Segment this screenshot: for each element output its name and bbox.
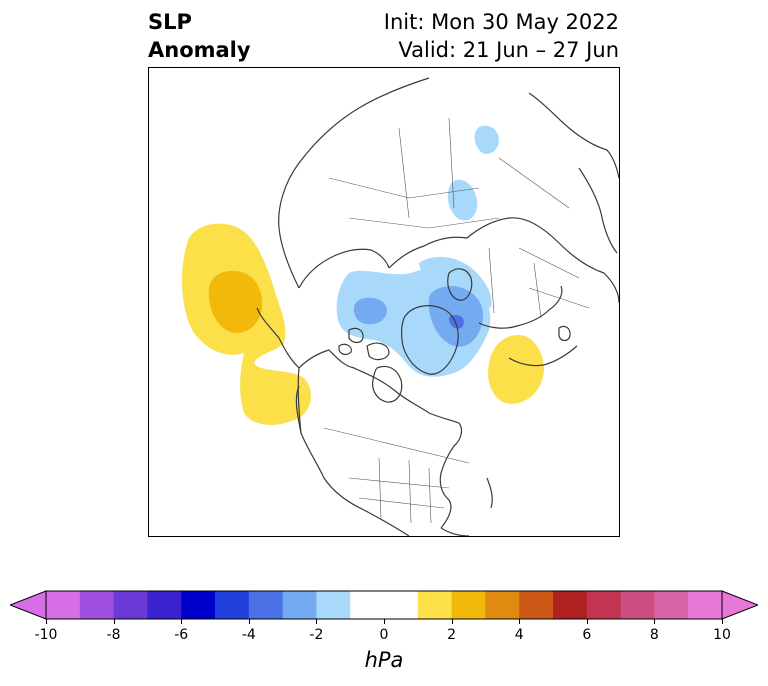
colorbar-swatch	[79, 591, 115, 619]
positive-anomaly-pacific-core	[208, 270, 263, 334]
colorbar-tick-mark	[722, 619, 723, 624]
colorbar-tick-mark	[248, 619, 250, 624]
positive-anomaly-atlantic	[488, 334, 544, 404]
negative-anomaly-core-2	[353, 297, 387, 325]
colorbar-swatch	[384, 591, 419, 619]
colorbar-swatch	[316, 591, 351, 619]
colorbar-tick-mark	[586, 619, 588, 624]
colorbar-tick-mark	[384, 619, 385, 624]
colorbar-swatch	[451, 591, 486, 619]
colorbar-swatch	[688, 591, 723, 619]
colorbar-tick-label: 8	[649, 627, 659, 643]
colorbar-swatch	[282, 591, 317, 619]
coastlines	[256, 77, 619, 536]
colorbar-swatch	[147, 591, 182, 619]
colorbar-tick-mark	[451, 619, 453, 624]
country-borders	[323, 117, 590, 524]
colorbar-tick-mark	[316, 619, 318, 624]
colorbar-tick-label: 6	[582, 627, 592, 643]
colorbar-tick-label: 2	[447, 627, 457, 643]
title-line-1: SLP	[148, 10, 192, 34]
colorbar-tick-label: -2	[309, 627, 324, 643]
colorbar-swatch	[519, 591, 554, 619]
colorbar-swatch	[248, 591, 284, 619]
colorbar-swatch	[586, 591, 622, 619]
map-title: SLP Anomaly	[148, 8, 251, 64]
colorbar-swatch	[654, 591, 689, 619]
colorbar-swatch	[485, 591, 520, 619]
colorbar-swatch	[113, 591, 148, 619]
colorbar-swatch	[350, 591, 385, 619]
colorbar-swatch	[215, 591, 250, 619]
negative-anomaly-siberia	[447, 179, 478, 221]
colorbar-swatch	[620, 591, 655, 619]
colorbar-tick-label: -6	[174, 627, 189, 643]
colorbar-tick-mark	[519, 619, 521, 624]
colorbar-tick-label: 10	[713, 627, 731, 643]
colorbar-tick-label: -4	[241, 627, 256, 643]
anomaly-contours	[182, 125, 544, 425]
colorbar-swatch	[46, 591, 81, 619]
colorbar-tick-mark	[113, 619, 115, 624]
colorbar-extend-high	[721, 590, 758, 620]
colorbar-unit-label: hPa	[364, 648, 404, 672]
valid-range: Valid: 21 Jun – 27 Jun	[398, 38, 619, 62]
anomaly-map	[182, 77, 619, 536]
colorbar-extend-low	[10, 590, 47, 620]
colorbar-swatch	[181, 591, 216, 619]
init-date: Init: Mon 30 May 2022	[383, 10, 619, 34]
title-line-2: Anomaly	[148, 38, 251, 62]
colorbar-tick-mark	[654, 619, 656, 624]
colorbar	[10, 590, 758, 620]
map-panel	[148, 67, 620, 537]
colorbar-tick-mark	[46, 619, 47, 624]
colorbar-tick-label: -8	[106, 627, 121, 643]
colorbar-tick-mark	[181, 619, 183, 624]
colorbar-swatch	[553, 591, 588, 619]
forecast-dates: Init: Mon 30 May 2022 Valid: 21 Jun – 27…	[384, 8, 619, 64]
negative-anomaly-far-east	[474, 125, 499, 154]
colorbar-tick-label: 0	[379, 627, 389, 643]
colorbar-tick-label: 4	[514, 627, 524, 643]
colorbar-swatch	[417, 591, 453, 619]
colorbar-tick-label: -10	[34, 627, 58, 643]
